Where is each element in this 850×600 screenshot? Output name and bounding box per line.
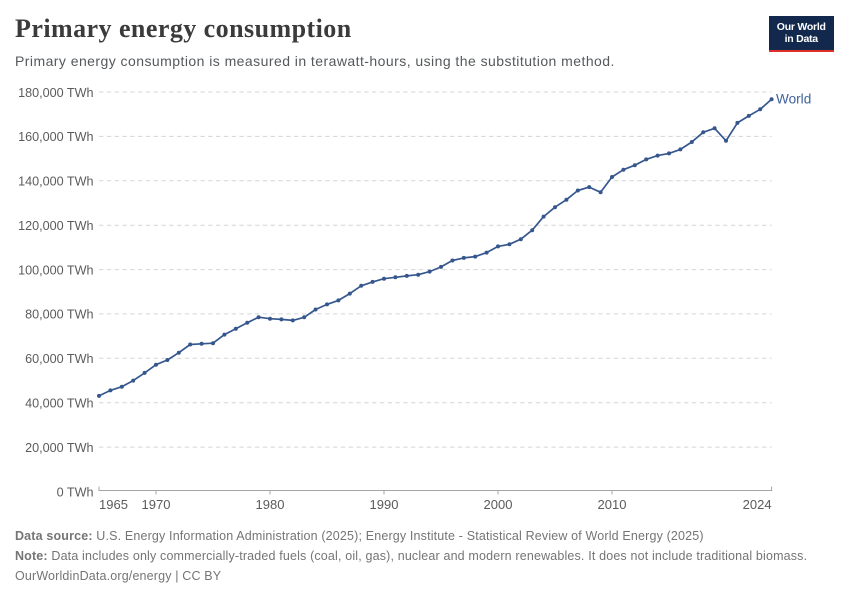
svg-text:140,000 TWh: 140,000 TWh <box>18 175 93 189</box>
svg-text:0 TWh: 0 TWh <box>57 485 94 499</box>
svg-text:1990: 1990 <box>370 497 399 512</box>
svg-text:100,000 TWh: 100,000 TWh <box>18 263 93 277</box>
svg-text:80,000 TWh: 80,000 TWh <box>25 308 93 322</box>
svg-text:160,000 TWh: 160,000 TWh <box>18 130 93 144</box>
svg-text:60,000 TWh: 60,000 TWh <box>25 352 93 366</box>
svg-text:1965: 1965 <box>99 497 128 512</box>
svg-text:120,000 TWh: 120,000 TWh <box>18 219 93 233</box>
svg-text:2024: 2024 <box>743 497 772 512</box>
svg-text:2000: 2000 <box>484 497 513 512</box>
svg-text:20,000 TWh: 20,000 TWh <box>25 441 93 455</box>
svg-text:40,000 TWh: 40,000 TWh <box>25 397 93 411</box>
svg-text:World: World <box>776 92 811 107</box>
svg-text:1970: 1970 <box>142 497 171 512</box>
svg-text:2010: 2010 <box>598 497 627 512</box>
svg-text:1980: 1980 <box>256 497 285 512</box>
svg-text:180,000 TWh: 180,000 TWh <box>18 86 93 100</box>
